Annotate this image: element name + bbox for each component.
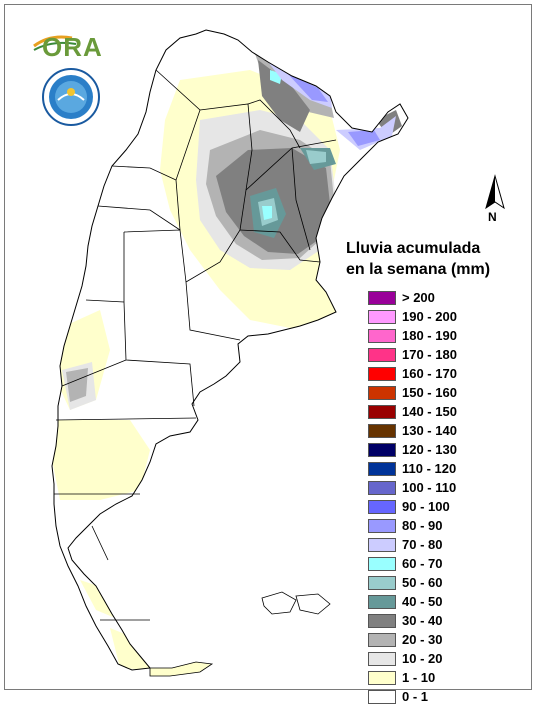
smn-emblem-icon [42,68,100,126]
legend-item: 10 - 20 [368,649,457,668]
legend-item: 1 - 10 [368,668,457,687]
legend-item: 100 - 110 [368,478,457,497]
legend-label: 180 - 190 [402,328,457,343]
legend-label: 100 - 110 [402,480,457,495]
north-arrow-icon [485,174,505,210]
legend-swatch [368,442,396,457]
legend-swatch [368,670,396,685]
legend-swatch [368,366,396,381]
legend-label: 1 - 10 [402,670,436,685]
legend-swatch [368,423,396,438]
legend-item: 0 - 1 [368,687,457,706]
legend-item: 160 - 170 [368,364,457,383]
legend-item: 120 - 130 [368,440,457,459]
legend-label: 170 - 180 [402,347,457,362]
tierra-del-fuego [149,661,214,677]
malvinas-islands [261,591,331,615]
legend-swatch [368,309,396,324]
legend-swatch [368,632,396,647]
legend-label: 90 - 100 [402,499,450,514]
legend-item: 80 - 90 [368,516,457,535]
legend-item: 50 - 60 [368,573,457,592]
legend-label: 80 - 90 [402,518,443,533]
legend-title-line2: en la semana (mm) [346,261,491,278]
legend-item: 40 - 50 [368,592,457,611]
legend-label: 40 - 50 [402,594,443,609]
legend-item: 190 - 200 [368,307,457,326]
legend-label: > 200 [402,290,435,305]
legend-label: 0 - 1 [402,689,429,704]
province-borders [51,29,409,671]
legend-label: 50 - 60 [402,575,443,590]
legend-swatch [368,290,396,305]
legend-label: 190 - 200 [402,309,457,324]
legend-label: 70 - 80 [402,537,443,552]
legend-swatch [368,404,396,419]
legend: > 200 190 - 200 180 - 190 170 - 180 160 - 17… [368,288,457,706]
legend-label: 130 - 140 [402,423,457,438]
legend-swatch [368,385,396,400]
legend-swatch [368,594,396,609]
legend-item: 150 - 160 [368,383,457,402]
legend-label: 140 - 150 [402,404,457,419]
legend-swatch [368,651,396,666]
legend-swatch [368,689,396,704]
legend-title-line1: Lluvia acumulada [346,240,481,257]
legend-item: 130 - 140 [368,421,457,440]
legend-swatch [368,575,396,590]
legend-label: 10 - 20 [402,651,443,666]
legend-swatch [368,518,396,533]
legend-swatch [368,461,396,476]
north-label: N [488,210,497,224]
legend-swatch [368,499,396,514]
legend-swatch [368,613,396,628]
legend-label: 150 - 160 [402,385,457,400]
rain-class-80-90 [288,74,380,146]
legend-item: 180 - 190 [368,326,457,345]
legend-label: 20 - 30 [402,632,443,647]
legend-item: 20 - 30 [368,630,457,649]
legend-item: 170 - 180 [368,345,457,364]
legend-label: 120 - 130 [402,442,457,457]
legend-item: 140 - 150 [368,402,457,421]
legend-item: 90 - 100 [368,497,457,516]
legend-item: 60 - 70 [368,554,457,573]
legend-label: 30 - 40 [402,613,443,628]
legend-item: 30 - 40 [368,611,457,630]
legend-swatch [368,328,396,343]
legend-label: 160 - 170 [402,366,457,381]
legend-title: Lluvia acumulada en la semana (mm) [346,238,516,280]
legend-item: 70 - 80 [368,535,457,554]
legend-swatch [368,556,396,571]
legend-item: 110 - 120 [368,459,457,478]
legend-swatch [368,480,396,495]
legend-label: 110 - 120 [402,461,457,476]
legend-swatch [368,347,396,362]
ora-logo: ORA [30,26,110,62]
legend-item: > 200 [368,288,457,307]
legend-swatch [368,537,396,552]
legend-label: 60 - 70 [402,556,443,571]
